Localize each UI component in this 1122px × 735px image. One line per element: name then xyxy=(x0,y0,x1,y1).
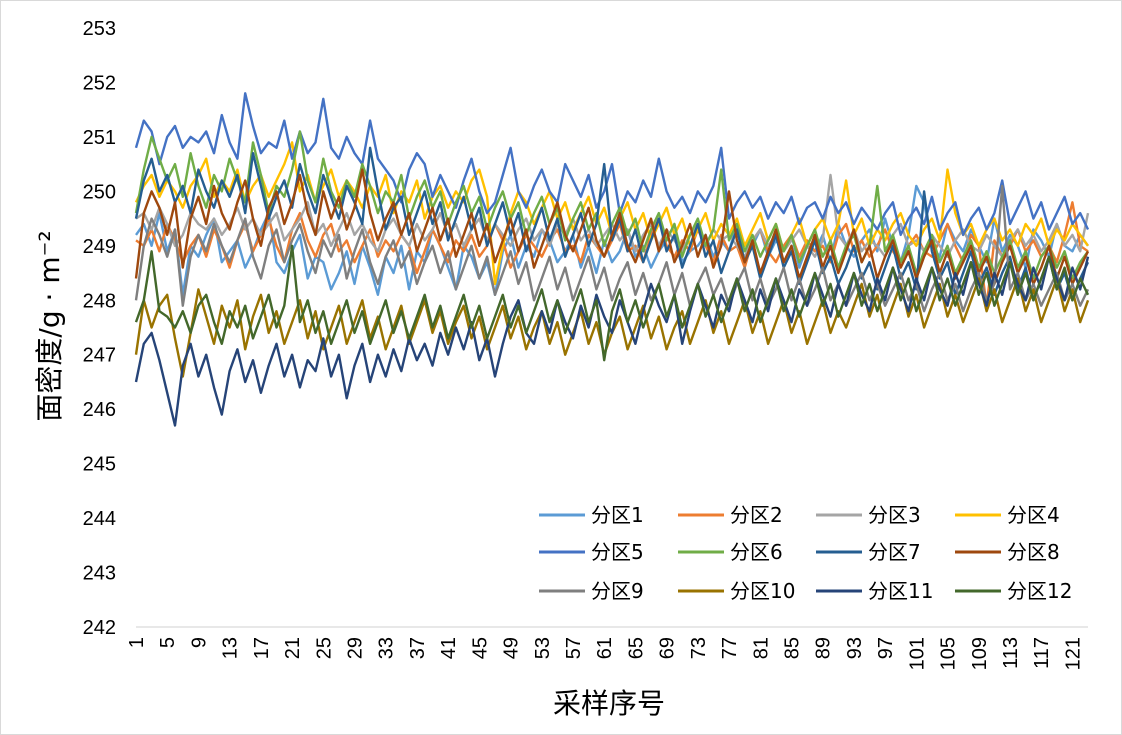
x-tick-label: 13 xyxy=(220,637,242,659)
y-tick-label: 245 xyxy=(83,454,116,476)
legend-label: 分区1 xyxy=(591,503,644,527)
x-tick-label: 81 xyxy=(750,637,772,659)
legend-label: 分区2 xyxy=(730,503,783,527)
legend-item: 分区11 xyxy=(816,579,933,603)
series-line-9 xyxy=(134,184,1090,313)
x-axis-title: 采样序号 xyxy=(553,687,665,720)
legend-label: 分区7 xyxy=(868,540,921,564)
legend-label: 分区6 xyxy=(730,540,783,564)
x-tick-label: 5 xyxy=(157,637,179,648)
legend-label: 分区5 xyxy=(591,540,644,564)
y-tick-label: 247 xyxy=(83,345,116,367)
x-tick-label: 69 xyxy=(657,637,679,659)
y-tick-label: 244 xyxy=(83,508,116,530)
legend-item: 分区9 xyxy=(539,579,644,603)
x-tick-label: 25 xyxy=(313,637,335,659)
x-tick-label: 33 xyxy=(376,637,398,659)
y-tick-label: 253 xyxy=(83,18,116,40)
legend-item: 分区3 xyxy=(816,503,921,527)
x-tick-label: 21 xyxy=(282,637,304,659)
x-tick-label: 93 xyxy=(844,637,866,659)
legend-label: 分区11 xyxy=(868,579,933,603)
x-tick-label: 89 xyxy=(813,637,835,659)
x-tick-label: 57 xyxy=(563,637,585,659)
y-tick-label: 251 xyxy=(83,127,116,149)
legend-label: 分区8 xyxy=(1007,540,1060,564)
legend-item: 分区1 xyxy=(539,503,644,527)
x-tick-label: 61 xyxy=(594,637,616,659)
y-axis-title: 面密度/g · m⁻² xyxy=(33,230,66,421)
legend-label: 分区9 xyxy=(591,579,644,603)
x-tick-label: 105 xyxy=(938,637,960,670)
y-tick-label: 249 xyxy=(83,236,116,258)
x-tick-label: 97 xyxy=(875,637,897,659)
legend: 分区1 分区2 分区3 分区4 分区5 分区6 分区7 分区8 分区9 分区10 分区11 分区12 xyxy=(539,503,1072,603)
y-tick-label: 248 xyxy=(83,290,116,312)
legend-item: 分区7 xyxy=(816,540,921,564)
y-tick-label: 242 xyxy=(83,617,116,639)
y-axis: 242 243 244 245 246 247 248 249 250 251 252 253 xyxy=(83,18,116,639)
series-lines xyxy=(134,92,1090,427)
x-tick-label: 17 xyxy=(251,637,273,659)
x-tick-label: 101 xyxy=(906,637,928,670)
series-line-12 xyxy=(134,244,1090,362)
series-line-8 xyxy=(134,168,1090,286)
x-tick-label: 117 xyxy=(1031,637,1053,669)
x-tick-label: 121 xyxy=(1062,637,1084,670)
x-tick-label: 85 xyxy=(781,637,803,659)
legend-label: 分区12 xyxy=(1007,579,1072,603)
x-tick-label: 49 xyxy=(501,637,523,659)
x-axis: 1 5 9 13 17 21 25 29 33 37 41 45 49 53 57 61 65 69 73 77 81 8… xyxy=(126,626,1088,670)
x-tick-label: 45 xyxy=(469,637,491,659)
x-tick-label: 9 xyxy=(188,637,210,648)
legend-label: 分区3 xyxy=(868,503,921,527)
legend-item: 分区6 xyxy=(678,540,783,564)
legend-item: 分区5 xyxy=(539,540,644,564)
y-tick-label: 252 xyxy=(83,72,116,94)
series-line-11 xyxy=(134,255,1090,427)
legend-item: 分区2 xyxy=(678,503,783,527)
legend-item: 分区4 xyxy=(955,503,1060,527)
x-tick-label: 65 xyxy=(625,637,647,659)
y-tick-label: 246 xyxy=(83,399,116,421)
legend-label: 分区4 xyxy=(1007,503,1060,527)
x-tick-label: 113 xyxy=(1000,637,1022,669)
series-line-5 xyxy=(134,92,1090,237)
x-tick-label: 29 xyxy=(344,637,366,659)
y-tick-label: 243 xyxy=(83,563,116,585)
legend-label: 分区10 xyxy=(730,579,795,603)
x-tick-label: 37 xyxy=(407,637,429,659)
x-tick-label: 109 xyxy=(969,637,991,670)
x-tick-label: 53 xyxy=(532,637,554,659)
x-tick-label: 73 xyxy=(688,637,710,659)
x-tick-label: 41 xyxy=(438,637,460,659)
legend-item: 分区12 xyxy=(955,579,1072,603)
legend-item: 分区8 xyxy=(955,540,1060,564)
x-tick-label: 77 xyxy=(719,637,741,659)
x-tick-label: 1 xyxy=(126,637,148,648)
y-tick-label: 250 xyxy=(83,181,116,203)
legend-item: 分区10 xyxy=(678,579,795,603)
